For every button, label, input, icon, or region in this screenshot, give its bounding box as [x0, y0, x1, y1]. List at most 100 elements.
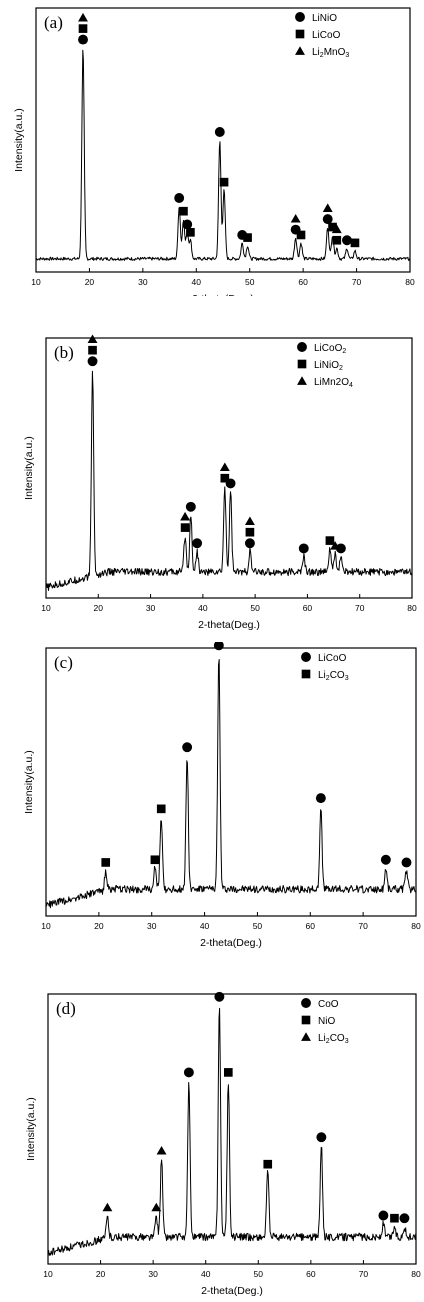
- peak-circle-marker: [315, 793, 326, 804]
- peak-square-marker: [219, 177, 229, 187]
- peak-square-marker: [186, 228, 195, 237]
- peak-square-marker: [180, 523, 190, 532]
- panel-label: (a): [44, 13, 63, 32]
- peak-circle-marker: [213, 642, 224, 651]
- legend-label: Li2MnO3: [312, 47, 349, 59]
- peak-square-marker: [325, 536, 335, 545]
- x-tick-label: 70: [358, 921, 368, 931]
- x-tick-label: 60: [298, 277, 308, 287]
- x-tick-label: 20: [96, 1269, 106, 1279]
- xrd-chart-c: 10 20 30 40 50 60 70 80 2-theta(Deg.) Intensity(a…: [23, 642, 421, 949]
- xrd-trace: [35, 49, 411, 261]
- peak-square-marker: [245, 527, 255, 537]
- peak-circle-marker: [87, 356, 98, 367]
- x-tick-label: 30: [148, 1269, 158, 1279]
- peak-circle-marker: [380, 854, 391, 865]
- peak-triangle-marker: [331, 224, 342, 234]
- x-axis-label: 2-theta(Deg.): [198, 619, 260, 630]
- legend-circle-icon: [295, 12, 305, 22]
- x-tick-label: 30: [138, 277, 148, 287]
- peak-square-marker: [101, 858, 111, 867]
- peak-circle-marker: [214, 991, 225, 1002]
- y-axis-label: Intensity(a.u.): [25, 1097, 37, 1161]
- legend-circle-icon: [301, 998, 311, 1008]
- x-tick-label: 30: [146, 603, 156, 613]
- panel-label: (d): [56, 999, 76, 1018]
- x-tick-label: 50: [245, 277, 255, 287]
- legend-label: LiCoO: [318, 653, 347, 664]
- peak-circle-marker: [322, 214, 333, 225]
- legend-square-icon: [297, 359, 307, 369]
- x-tick-label: 20: [94, 603, 104, 613]
- plot-frame: [45, 337, 413, 599]
- x-axis-label: 2-theta(Deg.): [192, 293, 254, 296]
- panel-label: (c): [54, 653, 73, 672]
- peak-circle-marker: [185, 501, 196, 512]
- peak-square-marker: [88, 345, 97, 355]
- legend-label: Li2CO3: [318, 670, 349, 682]
- x-tick-label: 40: [198, 603, 208, 613]
- peak-square-marker: [156, 804, 166, 814]
- peak-square-marker: [220, 473, 230, 483]
- legend-square-icon: [301, 1015, 311, 1025]
- legend-label: Li2CO3: [318, 1033, 349, 1045]
- peak-square-marker: [350, 238, 360, 248]
- x-tick-label: 80: [407, 603, 417, 613]
- peak-square-marker: [150, 855, 160, 865]
- x-tick-label: 10: [41, 603, 51, 613]
- legend-label: LiCoO: [312, 30, 341, 41]
- peak-circle-marker: [78, 34, 88, 45]
- x-tick-label: 70: [355, 603, 365, 613]
- x-tick-label: 20: [94, 921, 104, 931]
- legend-triangle-icon: [295, 46, 305, 55]
- y-axis-label: Intensity(a.u.): [23, 750, 35, 814]
- legend-label: LiMn2O4: [314, 377, 353, 389]
- legend-circle-icon: [297, 342, 307, 352]
- peak-square-marker: [179, 206, 188, 216]
- xrd-chart-b: 10 20 30 40 50 60 70 80 2-theta(Deg.) Intensity(a…: [23, 334, 417, 630]
- x-tick-label: 10: [43, 1269, 53, 1279]
- x-tick-label: 20: [85, 277, 95, 287]
- peak-circle-marker: [183, 1067, 194, 1078]
- plot-frame: [47, 993, 417, 1265]
- legend-label: LiNiO2: [314, 360, 343, 372]
- y-axis-label: Intensity(a.u.): [13, 108, 25, 172]
- xrd-panel-b: 10 20 30 40 50 60 70 80 2-theta(Deg.) Intensity(a…: [0, 330, 424, 630]
- x-axis-label: 2-theta(Deg.): [200, 937, 262, 949]
- x-tick-label: 10: [41, 921, 51, 931]
- legend-triangle-icon: [297, 376, 307, 385]
- peak-square-marker: [263, 1159, 273, 1169]
- x-tick-label: 30: [147, 921, 157, 931]
- peak-triangle-marker: [151, 1202, 162, 1212]
- peak-triangle-marker: [180, 511, 191, 521]
- peak-square-marker: [243, 233, 252, 242]
- xrd-panel-d: 10 20 30 40 50 60 70 80 2-theta(Deg.) Intensity(a…: [0, 988, 424, 1302]
- peak-circle-marker: [399, 1213, 410, 1224]
- legend-triangle-icon: [301, 1032, 311, 1041]
- xrd-panel-a: 10 20 30 40 50 60 70 80 2-theta(Deg.) Intensity(a…: [0, 0, 424, 296]
- peak-circle-marker: [335, 543, 346, 554]
- x-tick-label: 50: [254, 1269, 264, 1279]
- x-tick-label: 40: [200, 921, 210, 931]
- xrd-trace: [47, 1007, 417, 1256]
- peak-circle-marker: [378, 1210, 389, 1221]
- legend-square-icon: [301, 669, 311, 679]
- x-tick-label: 40: [192, 277, 202, 287]
- peak-square-marker: [390, 1213, 399, 1223]
- peak-square-marker: [332, 235, 342, 245]
- x-tick-label: 10: [31, 277, 41, 287]
- peak-triangle-marker: [102, 1202, 113, 1212]
- legend-label: NiO: [318, 1016, 335, 1027]
- x-tick-label: 80: [411, 921, 421, 931]
- peak-circle-marker: [244, 538, 255, 549]
- xrd-chart-a: 10 20 30 40 50 60 70 80 2-theta(Deg.) Intensity(a…: [13, 7, 415, 296]
- xrd-panel-c: 10 20 30 40 50 60 70 80 2-theta(Deg.) Intensity(a…: [0, 642, 424, 964]
- peak-triangle-marker: [87, 334, 98, 344]
- peak-square-marker: [224, 1068, 233, 1077]
- peak-triangle-marker: [219, 462, 230, 472]
- x-tick-label: 80: [405, 277, 415, 287]
- peak-circle-marker: [174, 193, 185, 203]
- x-axis-label: 2-theta(Deg.): [201, 1285, 263, 1297]
- peak-circle-marker: [182, 219, 193, 230]
- plot-frame: [45, 647, 417, 917]
